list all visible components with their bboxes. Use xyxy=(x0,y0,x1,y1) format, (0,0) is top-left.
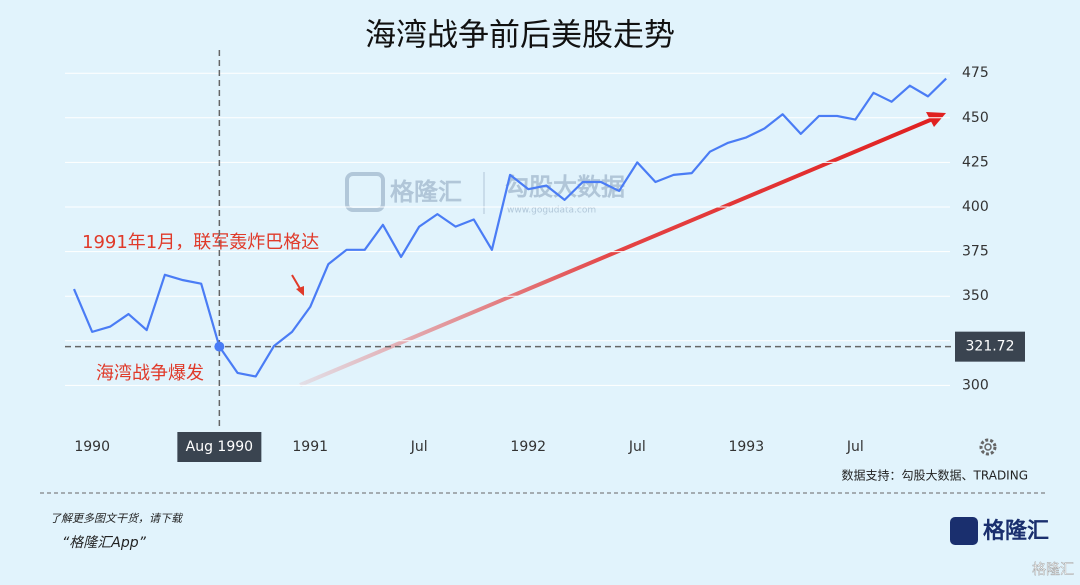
logo-text: 格隆汇 xyxy=(983,518,1049,544)
x-tick-label: 1993 xyxy=(728,439,764,455)
y-tick-label: 375 xyxy=(962,244,989,260)
watermark-text: 格隆汇 xyxy=(390,178,462,206)
watermark-text: 勾股大数据 xyxy=(505,173,625,201)
crosshair-label-box xyxy=(955,331,1025,362)
gear[interactable] xyxy=(979,438,997,456)
annotation: 海湾战争爆发 xyxy=(96,363,204,384)
x-tick-label: 1990 xyxy=(74,439,110,455)
y-tick-label: 475 xyxy=(962,65,989,81)
x-tick-label: Jul xyxy=(846,439,864,455)
y-tick-label: 300 xyxy=(962,377,989,393)
footer-text: 了解更多图文干货，请下载 xyxy=(50,512,184,525)
crosshair-label: 321.72 xyxy=(966,339,1015,355)
x-tick-label: Jul xyxy=(628,439,646,455)
y-tick-label: 400 xyxy=(962,199,989,215)
y-tick-label: 350 xyxy=(962,288,989,304)
chart-title: 海湾战争前后美股走势 xyxy=(365,18,675,54)
trend-arrow-head xyxy=(926,112,946,127)
x-tick-label: Aug 1990 xyxy=(186,439,253,455)
settings-icon[interactable] xyxy=(979,438,997,456)
footer-text: “格隆汇App” xyxy=(62,535,147,551)
y-tick-label: 425 xyxy=(962,154,989,170)
watermark-url: www.gogudata.com xyxy=(507,206,596,216)
logo-icon xyxy=(950,517,978,545)
x-tick-label: Jul xyxy=(410,439,428,455)
annotation: 1991年1月，联军轰炸巴格达 xyxy=(82,232,319,253)
x-tick-label: 1991 xyxy=(292,439,328,455)
highlight-point xyxy=(214,341,225,352)
x-tick-label: 1992 xyxy=(510,439,546,455)
watermark-icon xyxy=(345,172,385,212)
annotation-arrow-head xyxy=(296,286,304,296)
gear-center[interactable] xyxy=(984,443,992,451)
corner-watermark: 格隆汇 xyxy=(1032,562,1074,578)
x-tick-highlight xyxy=(177,432,262,462)
y-tick-label: 450 xyxy=(962,110,989,126)
source: 数据支持：勾股大数据、TRADING xyxy=(842,468,1028,483)
